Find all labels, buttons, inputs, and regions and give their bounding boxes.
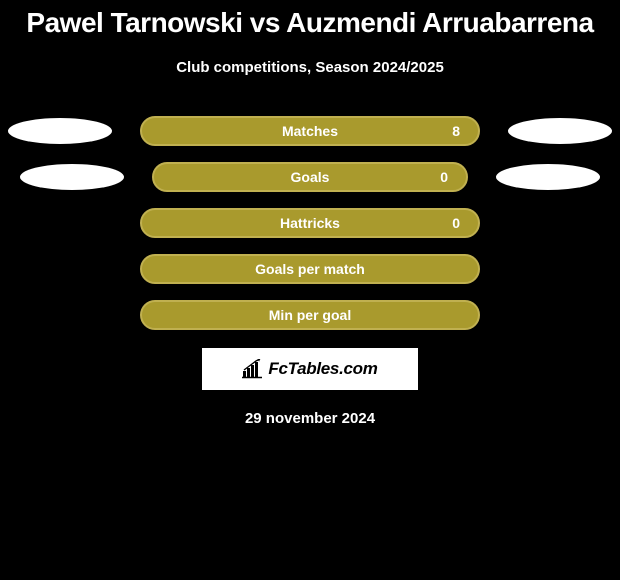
stat-bar: Min per goal	[140, 300, 480, 330]
logo-text: FcTables.com	[268, 359, 377, 379]
page-title: Pawel Tarnowski vs Auzmendi Arruabarrena	[0, 0, 620, 39]
chart-icon	[242, 359, 264, 379]
right-placeholder	[508, 302, 612, 328]
footer-date: 29 november 2024	[0, 410, 620, 427]
stat-row: Hattricks 0	[0, 208, 620, 238]
logo: FcTables.com	[242, 359, 377, 379]
stat-row: Goals 0	[0, 162, 620, 192]
left-placeholder	[8, 302, 112, 328]
right-placeholder	[508, 256, 612, 282]
left-ellipse	[20, 164, 124, 190]
stat-value: 0	[452, 215, 460, 231]
left-ellipse	[8, 118, 112, 144]
stat-row: Min per goal	[0, 300, 620, 330]
stat-label: Hattricks	[280, 215, 340, 231]
stat-row: Matches 8	[0, 116, 620, 146]
subtitle: Club competitions, Season 2024/2025	[0, 59, 620, 76]
stats-rows: Matches 8 Goals 0 Hattricks 0 Goals per match M…	[0, 116, 620, 330]
stat-bar: Goals 0	[152, 162, 468, 192]
stat-bar: Matches 8	[140, 116, 480, 146]
stat-bar: Hattricks 0	[140, 208, 480, 238]
stat-row: Goals per match	[0, 254, 620, 284]
stat-label: Goals per match	[255, 261, 365, 277]
stat-label: Min per goal	[269, 307, 351, 323]
right-ellipse	[496, 164, 600, 190]
right-ellipse	[508, 118, 612, 144]
stat-label: Goals	[291, 169, 330, 185]
left-placeholder	[8, 256, 112, 282]
stat-value: 0	[440, 169, 448, 185]
stats-comparison-card: Pawel Tarnowski vs Auzmendi Arruabarrena…	[0, 0, 620, 580]
stat-bar: Goals per match	[140, 254, 480, 284]
stat-label: Matches	[282, 123, 338, 139]
logo-box: FcTables.com	[202, 348, 418, 390]
stat-value: 8	[452, 123, 460, 139]
right-placeholder	[508, 210, 612, 236]
left-placeholder	[8, 210, 112, 236]
